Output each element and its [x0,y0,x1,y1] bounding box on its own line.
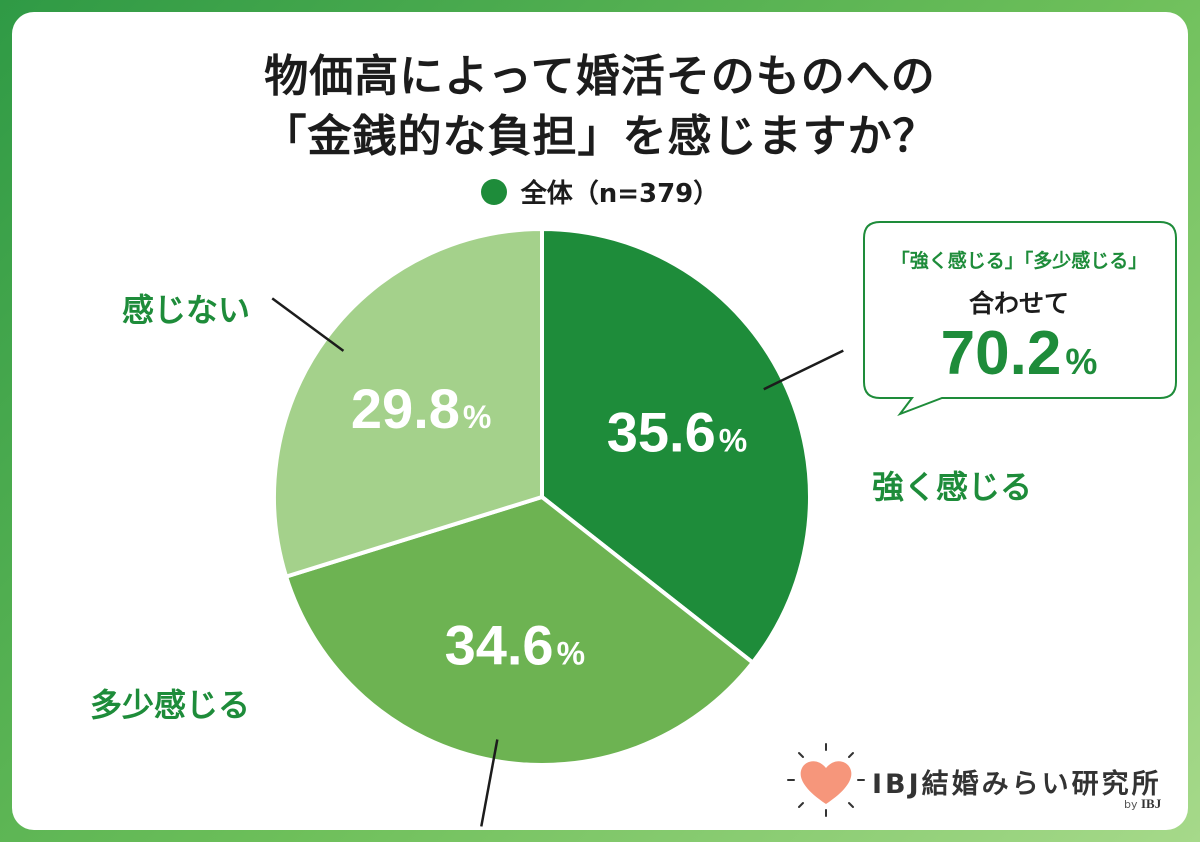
callout-subtitle: 「強く感じる」「多少感じる」 [890,250,1148,272]
category-label-somewhat: 多少感じる [90,686,251,724]
logo-by: by IBJ [1124,796,1161,812]
category-label-strong: 強く感じる [872,468,1033,506]
chart-title-line2: 「金銭的な負担」を感じますか？ [262,111,938,162]
slice-value-label-none: 29.8% [351,377,491,440]
callout-main-text: 合わせて [968,289,1069,318]
callout-value-unit: % [1065,341,1098,382]
slice-value-label-strong: 35.6% [607,400,747,463]
legend-swatch [480,178,507,205]
leader-line-none [271,297,345,352]
callout-value: 70.2% [862,318,1176,389]
logo-by-text: by [1124,798,1138,811]
leader-line-somewhat [480,739,499,827]
callout-value-number: 70.2 [940,319,1062,388]
chart-title-line1: 物価高によって婚活そのものへの [264,51,936,102]
category-label-none: 感じない [122,291,251,329]
legend: 全体（n=379） [0,173,1200,210]
heart-icon [787,743,865,817]
logo-name: IBJ結婚みらい研究所 [872,769,1162,800]
leader-line-strong [763,349,844,391]
legend-label: 全体（n=379） [520,179,720,209]
slice-value-label-somewhat: 34.6% [445,614,585,677]
logo-brand: IBJ [1141,796,1162,811]
callout-bubble-shape [863,221,1177,417]
